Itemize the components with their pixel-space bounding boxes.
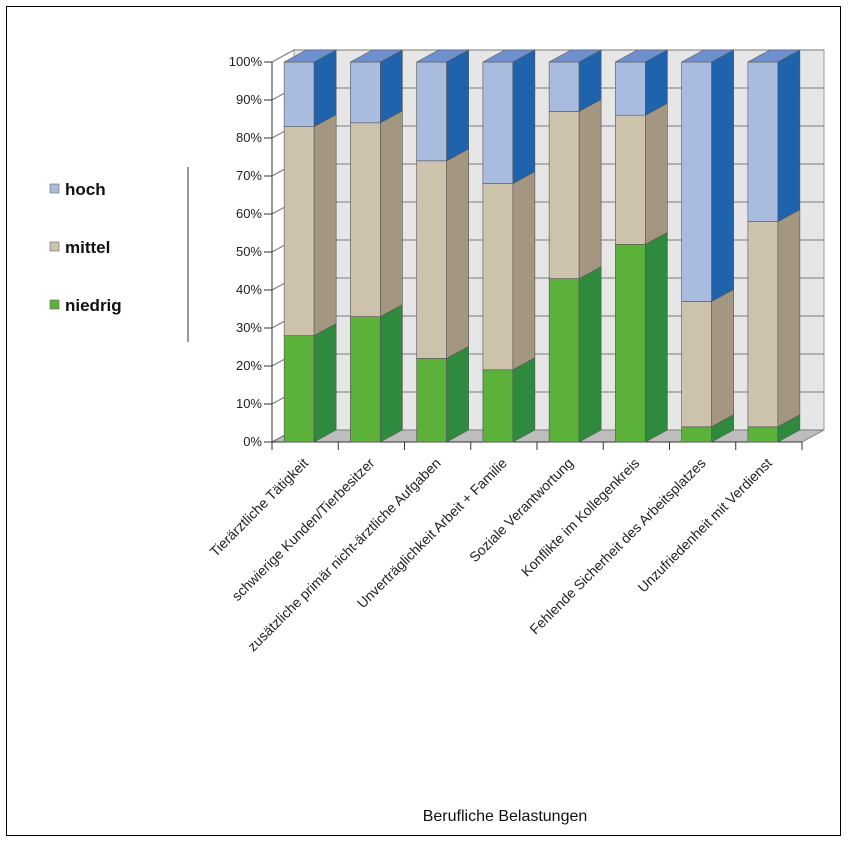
bar-front-mittel <box>283 126 315 336</box>
bar-side-mittel <box>645 102 668 245</box>
bar-front-mittel <box>548 111 580 279</box>
bar-side-mittel <box>446 148 469 359</box>
bar-front-hoch <box>482 61 514 184</box>
bar-side-mittel <box>777 209 801 428</box>
bar-side-hoch <box>711 49 734 302</box>
bar-top <box>681 49 734 63</box>
bar-front-mittel <box>416 160 447 359</box>
bar-front-mittel <box>350 122 381 317</box>
y-tick-label: 10% <box>236 396 262 411</box>
y-tick-label: 60% <box>236 206 262 221</box>
bar-top <box>283 49 337 63</box>
bar-front-hoch <box>681 61 712 302</box>
bar-front-hoch <box>283 61 315 127</box>
bar-top <box>548 49 602 63</box>
bar-front-niedrig <box>747 426 779 443</box>
y-tick-label: 50% <box>236 244 262 259</box>
bar-front-niedrig <box>548 278 580 443</box>
bar-side-mittel <box>313 114 337 337</box>
bar-front-hoch <box>416 61 447 162</box>
bar-top <box>416 49 469 63</box>
bar-top <box>615 49 668 63</box>
x-axis-title: Berufliche Belastungen <box>423 808 588 825</box>
bar-side-niedrig <box>446 345 469 443</box>
y-tick-label: 90% <box>236 92 262 107</box>
legend-swatch-hoch <box>49 183 60 194</box>
bar-side-niedrig <box>380 304 403 443</box>
gridline-side <box>271 49 295 63</box>
bar-front-hoch <box>747 61 779 222</box>
category-label: Unzufriedenheit mit Verdienst <box>634 455 775 596</box>
y-tick-label: 70% <box>236 168 262 183</box>
y-tick-label: 0% <box>243 434 262 449</box>
bar-front-mittel <box>482 183 514 371</box>
y-tick-label: 40% <box>236 282 262 297</box>
y-tick-label: 20% <box>236 358 262 373</box>
bar-side-mittel <box>578 98 602 280</box>
legend-swatch-mittel <box>49 241 60 252</box>
bar-front-niedrig <box>482 369 514 443</box>
legend-label-mittel: mittel <box>65 238 110 257</box>
bar-top <box>747 49 801 63</box>
bar-side-mittel <box>512 171 536 371</box>
y-tick-label: 30% <box>236 320 262 335</box>
chart-frame: 0% 10% 20% 30% 40% 50% 60% 70% 80% 90% 100% Tierärz… <box>6 6 841 836</box>
y-tick-label: 100% <box>229 54 263 69</box>
bar-front-hoch <box>548 61 580 112</box>
bar-top <box>482 49 536 63</box>
bar-front-niedrig <box>615 244 646 443</box>
bar-side-hoch <box>380 49 403 124</box>
y-tick-label: 80% <box>236 130 262 145</box>
bar-side-niedrig <box>512 357 536 443</box>
bar-side-hoch <box>446 49 469 162</box>
bar-front-hoch <box>615 61 646 116</box>
bar-front-mittel <box>615 114 646 245</box>
legend-label-hoch: hoch <box>65 180 106 199</box>
bar-front-niedrig <box>283 335 315 443</box>
bar-side-niedrig <box>578 266 602 443</box>
stacked-bar-chart: 0%10%20%30%40%50%60%70%80%90%100%Tierärz… <box>49 49 825 825</box>
bar-front-mittel <box>681 301 712 428</box>
bar-front-niedrig <box>416 358 447 443</box>
bar-front-mittel <box>747 221 779 428</box>
bar-side-mittel <box>380 110 403 318</box>
bar-side-niedrig <box>313 323 337 443</box>
legend-label-niedrig: niedrig <box>65 296 122 315</box>
category-label: Konflikte im Kollegenkreis <box>518 455 643 580</box>
legend-swatch-niedrig <box>49 299 60 310</box>
bar-front-niedrig <box>681 426 712 443</box>
bar-side-hoch <box>313 49 337 128</box>
bar-side-hoch <box>777 49 801 223</box>
bar-side-niedrig <box>645 231 668 443</box>
bar-top <box>350 49 403 63</box>
bar-side-mittel <box>711 288 734 428</box>
category-label: schwierige Kunden/Tierbesitzer <box>228 455 377 604</box>
bar-front-hoch <box>350 61 381 124</box>
bar-side-hoch <box>512 49 536 185</box>
bar-front-niedrig <box>350 316 381 443</box>
